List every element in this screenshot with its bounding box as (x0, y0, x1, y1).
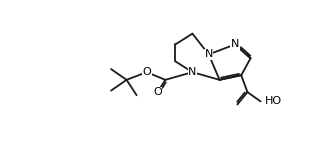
Text: N: N (204, 49, 213, 59)
Text: N: N (188, 67, 197, 77)
Text: O: O (153, 87, 162, 97)
Text: HO: HO (265, 96, 282, 106)
Text: N: N (231, 39, 239, 49)
Text: O: O (142, 67, 151, 77)
